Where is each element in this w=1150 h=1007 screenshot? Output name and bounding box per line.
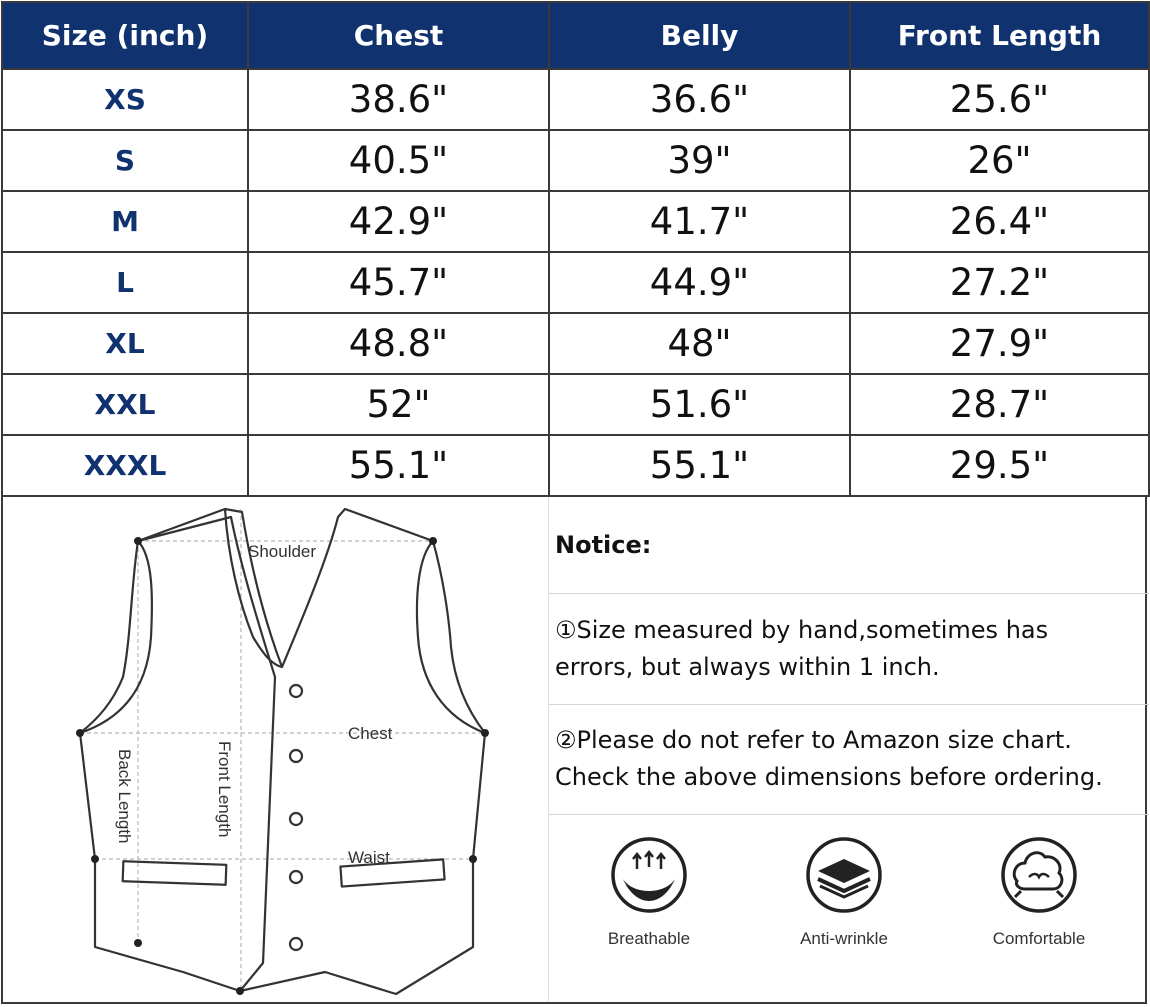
feature-breathable: Breathable <box>569 835 729 949</box>
anti-wrinkle-icon <box>806 837 882 913</box>
feature-label: Anti-wrinkle <box>800 929 888 948</box>
chest-cell: 48.8" <box>247 312 550 375</box>
vest-diagram-drawing: Shoulder Chest Waist Back Length Front L… <box>76 507 489 996</box>
notice-item-1-line-2: errors, but always within 1 inch. <box>555 653 940 681</box>
belly-cell: 55.1" <box>548 434 851 497</box>
chest-left-dot <box>76 729 84 737</box>
notice-divider <box>549 814 1149 815</box>
feature-comfortable: Comfortable <box>959 835 1119 949</box>
notice-heading: Notice: <box>555 531 652 559</box>
table-header-row: Size (inch) Chest Belly Front Length <box>1 1 1150 70</box>
back-length-label: Back Length <box>115 749 134 844</box>
button-2 <box>288 748 304 764</box>
belly-cell: 51.6" <box>548 373 851 436</box>
vest-diagram: Shoulder Chest Waist Back Length Front L… <box>3 497 548 1002</box>
table-row: M 42.9" 41.7" 26.4" <box>1 190 1150 253</box>
notice-panel: Notice: ①Size measured by hand,sometimes… <box>549 497 1149 1002</box>
front-bottom-dot <box>236 987 244 995</box>
waist-label: Waist <box>348 848 390 867</box>
table-row: L 45.7" 44.9" 27.2" <box>1 251 1150 314</box>
vest-left-neckline <box>223 508 283 669</box>
chest-cell: 45.7" <box>247 251 550 314</box>
front-length-cell: 29.5" <box>849 434 1150 497</box>
size-cell: XL <box>1 312 249 375</box>
size-cell: XS <box>1 68 249 131</box>
button-1 <box>288 683 304 699</box>
size-cell: S <box>1 129 249 192</box>
button-5 <box>288 936 304 952</box>
size-chart-table: Size (inch) Chest Belly Front Length XS … <box>1 1 1150 497</box>
notice-item-2: ②Please do not refer to Amazon size char… <box>555 722 1145 796</box>
feature-anti-wrinkle: Anti-wrinkle <box>764 835 924 949</box>
notice-item-1: ①Size measured by hand,sometimes has err… <box>555 612 1145 686</box>
button-3 <box>288 811 304 827</box>
button-4 <box>288 869 304 885</box>
belly-cell: 48" <box>548 312 851 375</box>
chest-cell: 55.1" <box>247 434 550 497</box>
notice-item-2-line-1: ②Please do not refer to Amazon size char… <box>555 726 1072 754</box>
notice-divider <box>549 593 1149 594</box>
breathable-icon <box>611 837 687 913</box>
comfortable-icon <box>1001 837 1077 913</box>
front-length-cell: 27.2" <box>849 251 1150 314</box>
shoulder-left-dot <box>134 537 142 545</box>
header-belly: Belly <box>548 1 851 70</box>
belly-cell: 41.7" <box>548 190 851 253</box>
chest-label: Chest <box>348 724 393 743</box>
waist-right-dot <box>469 855 477 863</box>
shoulder-label: Shoulder <box>248 542 316 561</box>
features-row: Breathable Anti-wrinkle Comforta <box>549 815 1149 1002</box>
front-length-cell: 26" <box>849 129 1150 192</box>
chest-cell: 38.6" <box>247 68 550 131</box>
size-cell: M <box>1 190 249 253</box>
left-armhole <box>79 540 154 735</box>
right-pocket <box>339 858 446 888</box>
table-row: XL 48.8" 48" 27.9" <box>1 312 1150 375</box>
vest-outline <box>136 507 487 996</box>
feature-label: Breathable <box>607 929 691 948</box>
back-bottom-dot <box>134 939 142 947</box>
notice-item-1-line-1: ①Size measured by hand,sometimes has <box>555 616 1049 644</box>
belly-cell: 36.6" <box>548 68 851 131</box>
feature-label: Comfortable <box>992 929 1086 948</box>
bottom-section: Shoulder Chest Waist Back Length Front L… <box>1 497 1149 1004</box>
chest-cell: 52" <box>247 373 550 436</box>
table-row: XS 38.6" 36.6" 25.6" <box>1 68 1150 131</box>
table-row: XXL 52" 51.6" 28.7" <box>1 373 1150 436</box>
chest-cell: 42.9" <box>247 190 550 253</box>
front-length-cell: 26.4" <box>849 190 1150 253</box>
notice-divider <box>549 704 1149 705</box>
shoulder-right-dot <box>429 537 437 545</box>
header-front-length: Front Length <box>849 1 1150 70</box>
waist-left-dot <box>91 855 99 863</box>
header-size: Size (inch) <box>1 1 249 70</box>
chest-cell: 40.5" <box>247 129 550 192</box>
front-length-cell: 28.7" <box>849 373 1150 436</box>
table-row: XXXL 55.1" 55.1" 29.5" <box>1 434 1150 497</box>
right-armhole <box>415 540 486 735</box>
header-chest: Chest <box>247 1 550 70</box>
front-length-cell: 25.6" <box>849 68 1150 131</box>
belly-cell: 39" <box>548 129 851 192</box>
notice-item-2-line-2: Check the above dimensions before orderi… <box>555 763 1103 791</box>
section-divider <box>548 497 549 1002</box>
chest-right-dot <box>481 729 489 737</box>
left-pocket <box>121 860 228 886</box>
table-row: S 40.5" 39" 26" <box>1 129 1150 192</box>
front-length-cell: 27.9" <box>849 312 1150 375</box>
size-cell: XXL <box>1 373 249 436</box>
size-cell: XXXL <box>1 434 249 497</box>
front-length-label: Front Length <box>215 741 234 837</box>
belly-cell: 44.9" <box>548 251 851 314</box>
size-cell: L <box>1 251 249 314</box>
